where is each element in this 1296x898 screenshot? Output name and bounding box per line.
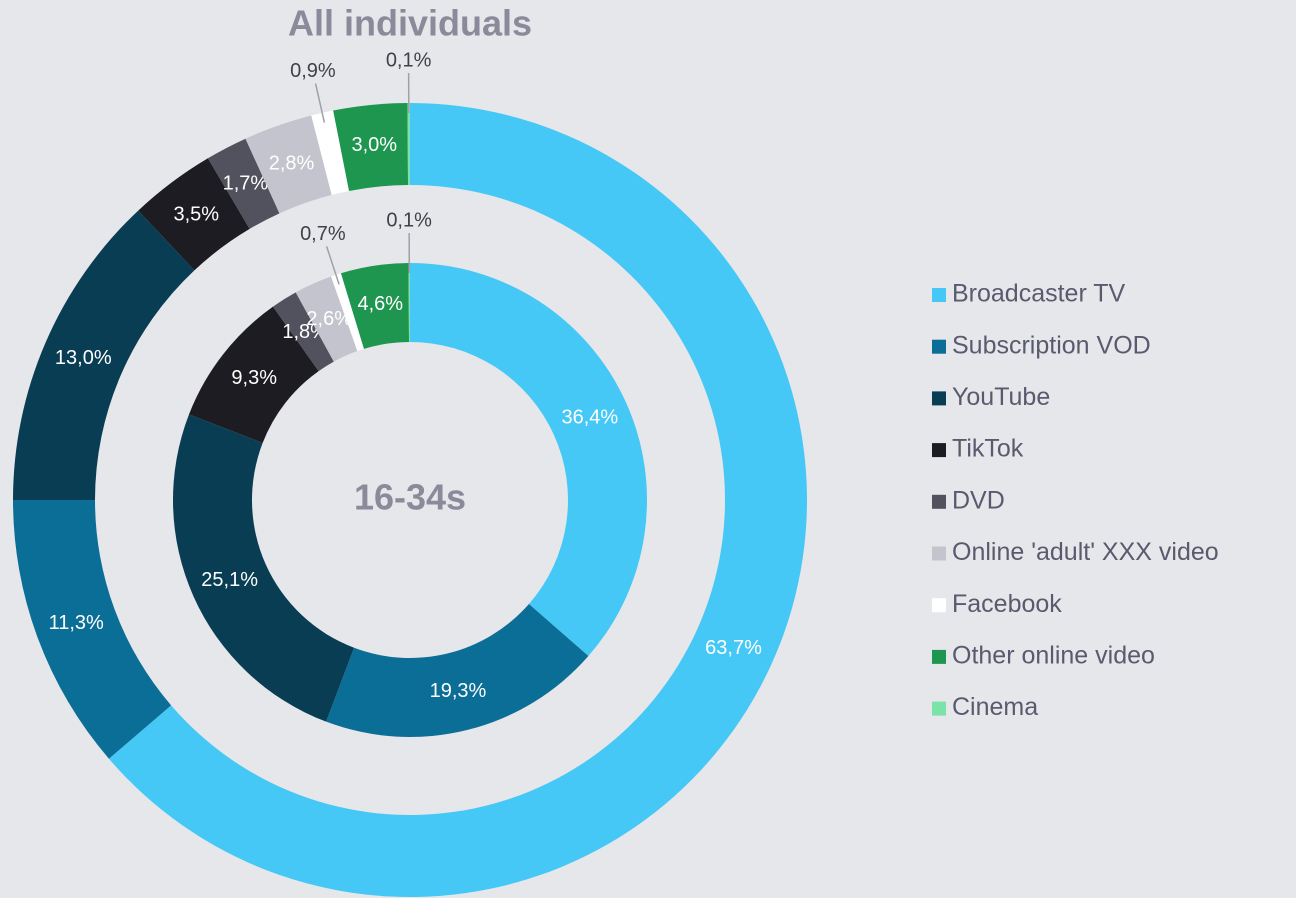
data-label: 0,1% (386, 209, 432, 231)
donut-slice (295, 276, 358, 362)
data-label: 36,4% (561, 407, 618, 429)
donut-slice (410, 263, 647, 657)
data-label: 2,6% (306, 308, 352, 330)
donut-slice (245, 115, 332, 214)
legend-label: Facebook (952, 590, 1062, 618)
donut-slice (331, 273, 364, 352)
legend-label: Other online video (952, 642, 1155, 670)
data-label: 0,7% (300, 223, 346, 245)
legend-swatch (932, 494, 946, 509)
outer-ring-title: All individuals (288, 3, 532, 44)
legend-label: YouTube (952, 383, 1050, 411)
legend-swatch (932, 443, 946, 458)
legend-label: Broadcaster TV (952, 280, 1126, 308)
legend-label: DVD (952, 486, 1005, 514)
leader-line (314, 83, 326, 123)
donut-slice (138, 158, 250, 271)
donut-slice (326, 604, 589, 737)
data-label: 19,3% (430, 680, 487, 702)
data-label: 0,9% (290, 60, 336, 82)
inner-ring-title: 16-34s (354, 477, 466, 518)
legend-swatch (932, 649, 946, 664)
donut-slice (333, 103, 409, 191)
donut-slice (408, 263, 410, 343)
donut-slice (407, 103, 410, 186)
donut-slice (272, 292, 334, 372)
legend-swatch (932, 546, 946, 561)
legend-swatch (932, 701, 946, 716)
data-label: 1,7% (223, 173, 269, 195)
donut-slice (340, 263, 410, 349)
legend-swatch (932, 288, 946, 302)
donut-slice (108, 103, 808, 897)
legend-swatch (932, 391, 946, 406)
legend-label: Online 'adult' XXX video (952, 538, 1219, 566)
donut-slice (13, 500, 172, 759)
donut-slice (188, 306, 319, 443)
data-label: 2,8% (269, 153, 315, 175)
legend-label: TikTok (952, 435, 1024, 463)
legend-label: Cinema (952, 693, 1038, 721)
data-label: 13,0% (55, 347, 112, 369)
donut-slice (311, 110, 350, 195)
legend-swatch (932, 598, 946, 613)
donut-slice (13, 210, 195, 500)
data-label: 11,3% (49, 612, 104, 634)
legend-swatch (932, 339, 946, 354)
data-label: 3,5% (173, 204, 219, 226)
data-label: 63,7% (705, 637, 762, 659)
donut-slice (207, 138, 280, 229)
donut-slice (173, 414, 355, 722)
leader-line (325, 246, 340, 285)
data-label: 4,6% (358, 293, 404, 315)
data-label: 0,1% (386, 49, 432, 71)
legend-label: Subscription VOD (952, 331, 1151, 359)
data-label: 25,1% (201, 569, 258, 591)
data-label: 3,0% (351, 134, 397, 156)
data-label: 9,3% (231, 367, 277, 389)
